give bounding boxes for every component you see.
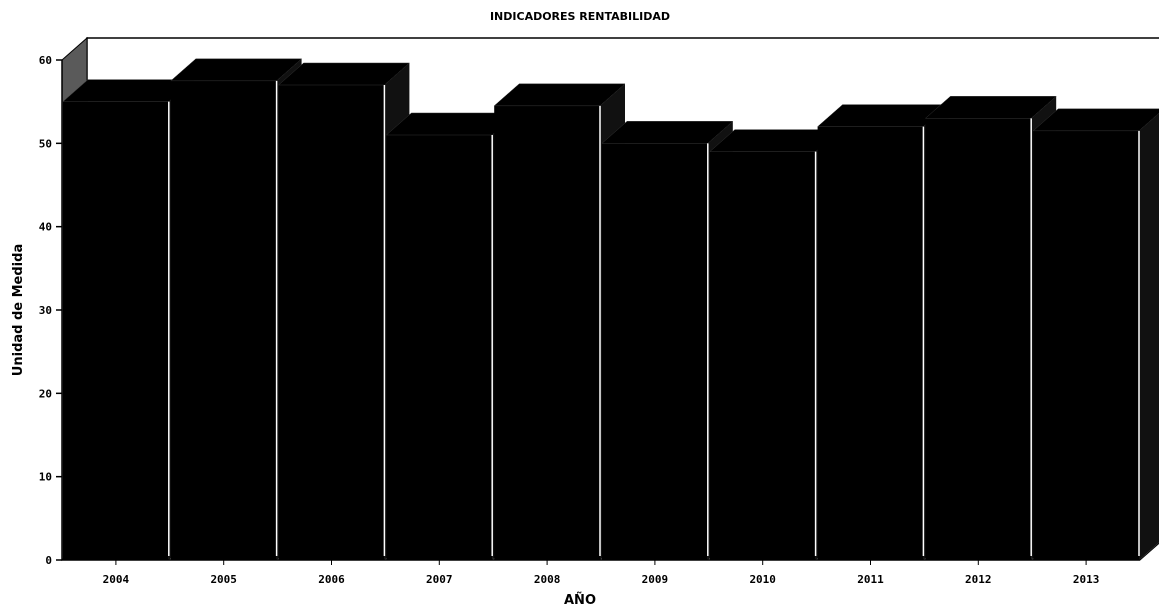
bar-2013	[1032, 108, 1159, 561]
x-tick-label: 2011	[857, 573, 884, 586]
bar-front	[170, 80, 277, 560]
y-axis-title: Unidad de Medida	[11, 244, 26, 376]
bar-top	[1032, 108, 1159, 132]
y-tick-label: 10	[39, 471, 52, 484]
y-tick-label: 40	[39, 221, 52, 234]
x-tick-label: 2004	[103, 573, 130, 586]
x-tick-label: 2006	[318, 573, 345, 586]
bar-front	[278, 85, 385, 560]
chart-title: INDICADORES RENTABILIDAD	[490, 10, 670, 23]
bar-front	[602, 143, 708, 561]
bar-front	[817, 126, 924, 561]
x-tick-label: 2009	[642, 573, 669, 586]
bar-front	[494, 105, 600, 560]
y-tick-label: 50	[39, 137, 52, 150]
bar-front	[63, 101, 169, 561]
x-tick-label: 2012	[965, 573, 992, 586]
bar-front	[1033, 130, 1139, 561]
x-axis: 2004 2005 2006 2007 2008 2009 2010 2011 2012 2013	[62, 559, 1140, 586]
bars	[62, 58, 1159, 561]
y-axis: 0 10 20 30 40 50 60	[39, 54, 63, 567]
y-tick-label: 30	[39, 304, 52, 317]
x-tick-label: 2010	[749, 573, 776, 586]
y-tick-label: 0	[45, 554, 52, 567]
x-tick-label: 2013	[1073, 573, 1100, 586]
bar-front	[386, 135, 493, 560]
bar-front	[709, 151, 816, 560]
x-tick-label: 2008	[534, 573, 561, 586]
x-axis-title: AÑO	[564, 592, 596, 608]
x-tick-label: 2007	[426, 573, 453, 586]
y-tick-label: 20	[39, 387, 52, 400]
x-tick-label: 2005	[210, 573, 237, 586]
y-tick-label: 60	[39, 54, 52, 67]
bar-side	[1139, 113, 1159, 560]
bar-front	[925, 118, 1032, 560]
